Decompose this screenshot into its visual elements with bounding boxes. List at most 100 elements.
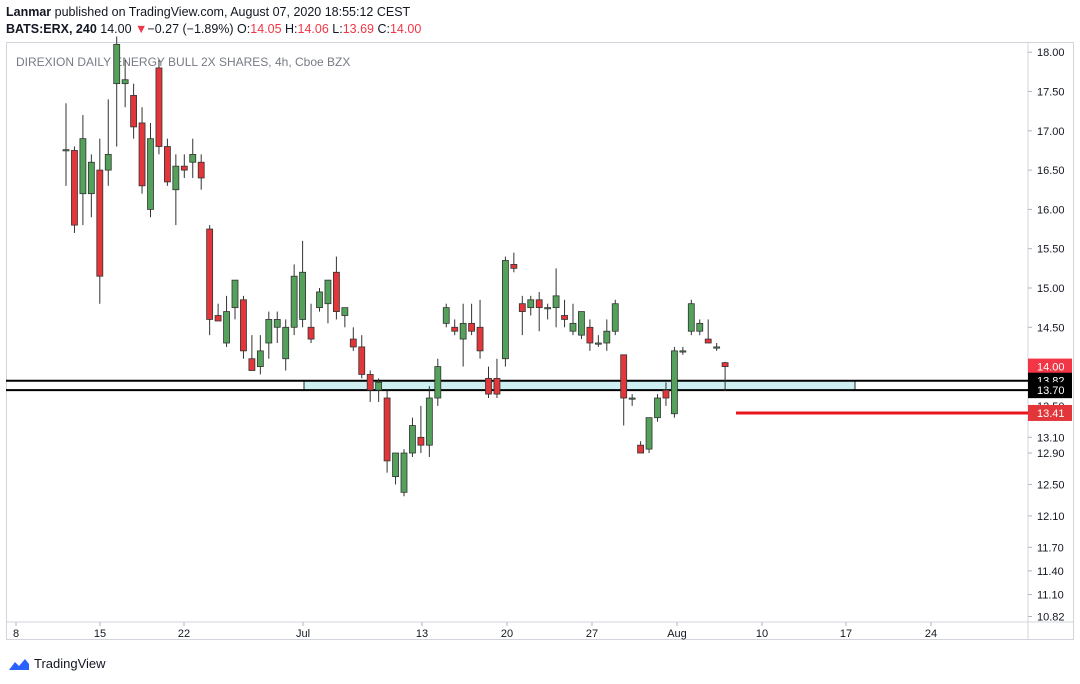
candle-body (501, 260, 509, 360)
x-tick-label: 20 (501, 628, 513, 640)
candle-body (671, 350, 678, 415)
tradingview-brand: TradingView (34, 656, 106, 671)
candle-body (104, 153, 112, 171)
price-change: −0.27 (−1.89%) (147, 22, 234, 36)
candle-body (510, 264, 518, 269)
candle-body (172, 165, 180, 191)
candle-body (206, 228, 214, 320)
candle-body (240, 299, 247, 352)
candle (611, 299, 619, 336)
candle (214, 303, 222, 322)
candle (501, 256, 509, 367)
candle (527, 295, 535, 316)
candle-body (485, 377, 492, 395)
author-name[interactable]: Lanmar (6, 5, 52, 19)
candle-body (442, 307, 450, 324)
candle (459, 303, 467, 367)
candle (561, 299, 568, 328)
candle (510, 252, 518, 273)
candle (172, 154, 180, 226)
y-tick-label: 14.50 (1037, 322, 1065, 334)
time-axis[interactable]: 8 15 22 Jul 13 20 27 Aug 10 17 24 (13, 622, 937, 640)
candle-body (155, 67, 163, 147)
candle-body (375, 381, 383, 391)
y-tick-label: 18.00 (1037, 47, 1065, 59)
symbol-ohlc-line: BATS:ERX, 240 14.00 ▼−0.27 (−1.89%) O:14… (6, 22, 421, 36)
candle-body (231, 279, 239, 309)
candle-body (434, 366, 442, 399)
price-label-text: 13.70 (1037, 385, 1065, 397)
price-axis[interactable]: 18.00 17.50 17.00 16.50 16.00 15.50 15.00 14.50… (1028, 47, 1065, 623)
candle-body (527, 299, 535, 309)
candle-body (425, 397, 433, 446)
candle-body (248, 358, 256, 371)
candle-body (468, 322, 476, 332)
candle (366, 370, 374, 402)
candle (417, 405, 425, 454)
support-zone[interactable] (303, 380, 856, 391)
x-tick-label: 27 (586, 628, 598, 640)
candle-body (383, 397, 391, 462)
candle (248, 335, 256, 371)
candle-body (358, 346, 366, 375)
candle (645, 417, 653, 454)
candle (493, 358, 501, 399)
candle (130, 83, 138, 139)
candle (721, 361, 729, 391)
candle-body (282, 326, 290, 360)
candle (341, 307, 349, 328)
candle (485, 366, 492, 399)
candle-body (586, 326, 594, 344)
candle-body (163, 146, 171, 183)
price-label-text: 14.00 (1037, 362, 1065, 374)
candle (594, 335, 602, 347)
candle (197, 154, 205, 190)
candle (358, 335, 366, 379)
candle-body (603, 330, 611, 344)
open-label: O: (237, 22, 251, 36)
candle (96, 138, 104, 304)
x-tick-label: 8 (13, 628, 19, 640)
candle (679, 346, 687, 355)
candle (586, 319, 594, 351)
y-tick-label: 17.50 (1037, 87, 1065, 99)
candle (163, 138, 171, 186)
price-label-text: 13.41 (1037, 408, 1065, 420)
candle-body (265, 319, 273, 344)
x-tick-label: 13 (416, 628, 428, 640)
low-value: 13.69 (342, 22, 374, 36)
tradingview-footer[interactable]: TradingView (8, 656, 106, 671)
candle-body (307, 326, 315, 340)
candle (425, 386, 433, 457)
candle-body (147, 138, 154, 210)
y-tick-label: 11.40 (1037, 566, 1064, 578)
candle (535, 291, 543, 332)
y-tick-label: 15.50 (1037, 244, 1065, 256)
candle-body (620, 354, 628, 399)
candle (206, 225, 214, 336)
y-tick-label: 16.50 (1037, 165, 1065, 177)
candle (442, 303, 450, 328)
candle (79, 115, 87, 226)
candle-body (256, 350, 264, 367)
y-tick-label: 13.10 (1037, 432, 1065, 444)
price-label-bg (1028, 358, 1072, 375)
candle-body (332, 271, 340, 312)
publish-info: Lanmar published on TradingView.com, Aug… (6, 5, 410, 19)
candle-body (594, 342, 602, 345)
candle-body (316, 291, 323, 309)
candle-body (273, 319, 281, 328)
candle-body (79, 138, 87, 195)
candle-body (662, 389, 670, 399)
x-tick-label: 10 (756, 628, 768, 640)
chart-frame (6, 42, 1074, 640)
candle (113, 36, 121, 147)
candle-body (62, 149, 70, 152)
candle-body (341, 307, 349, 316)
candle (662, 382, 670, 406)
x-tick-label: 24 (925, 628, 937, 640)
candle-body (409, 425, 416, 454)
candle-body (290, 275, 298, 328)
